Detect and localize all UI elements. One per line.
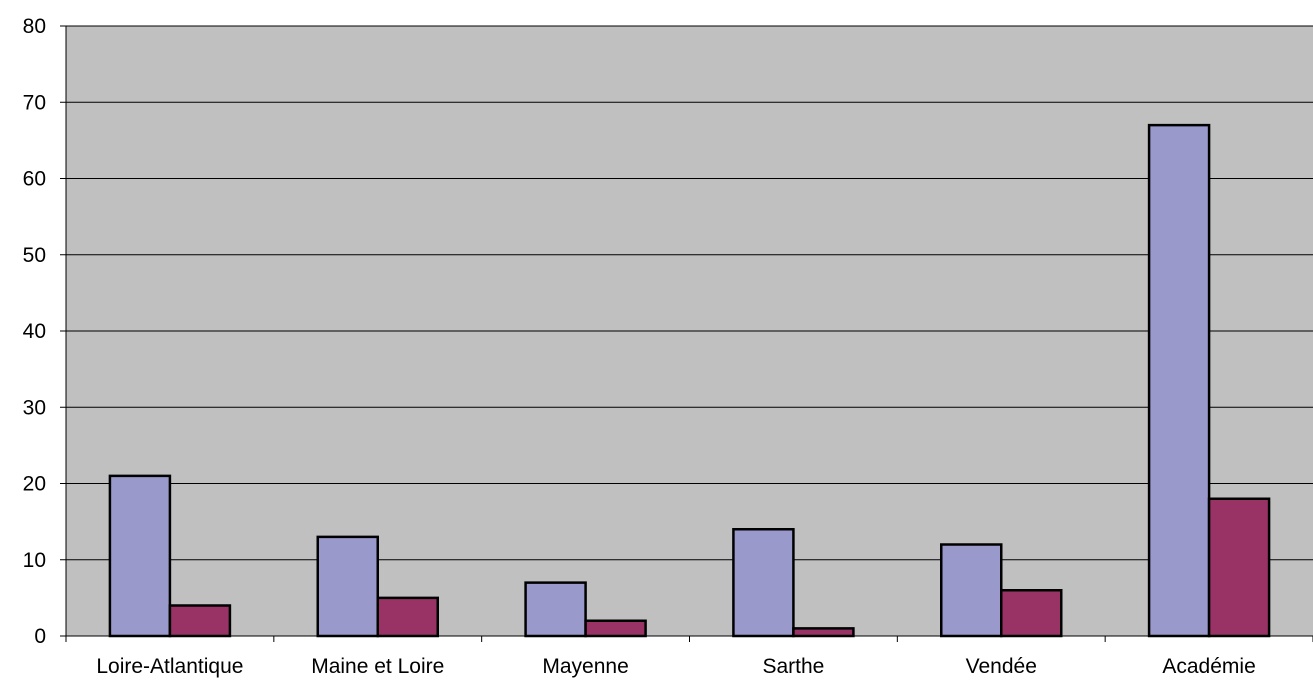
x-tick-label: Vendée: [966, 655, 1037, 678]
bar-series-1: [524, 581, 587, 638]
x-tick-label: Académie: [1162, 655, 1255, 678]
bar-series-1: [108, 474, 172, 638]
y-tick-label: 50: [23, 244, 46, 267]
bars: [108, 123, 1271, 638]
y-tick-label: 10: [23, 549, 46, 572]
bar-series-1: [940, 543, 1003, 638]
bar-series-2: [584, 619, 647, 638]
bar-series-1: [316, 535, 379, 638]
bar-series-1: [1147, 123, 1211, 638]
axes: [60, 25, 1313, 642]
y-tick-label: 20: [23, 473, 46, 496]
x-tick-label: Sarthe: [762, 655, 824, 678]
y-tick-label: 0: [34, 625, 46, 648]
y-axis-tick-labels: 0 10 20 30 40 50 60 70 80: [23, 15, 46, 648]
bar-series-1: [732, 528, 795, 638]
bar-series-2: [376, 596, 439, 638]
x-tick-label: Mayenne: [542, 655, 628, 678]
y-tick-label: 80: [23, 15, 46, 38]
x-tick-label: Maine et Loire: [311, 655, 444, 678]
bar-series-2: [1000, 589, 1063, 638]
y-tick-label: 60: [23, 168, 46, 191]
x-axis-tick-labels: Loire-Atlantique Maine et Loire Mayenne Sar…: [96, 655, 1255, 678]
y-tick-label: 70: [23, 91, 46, 114]
x-tick-label: Loire-Atlantique: [96, 655, 243, 678]
y-tick-label: 40: [23, 320, 46, 343]
gridlines: [66, 25, 1313, 561]
bar-series-2: [168, 604, 232, 638]
y-tick-label: 30: [23, 396, 46, 419]
bar-series-2: [1207, 497, 1271, 638]
bar-series-2: [792, 627, 855, 638]
